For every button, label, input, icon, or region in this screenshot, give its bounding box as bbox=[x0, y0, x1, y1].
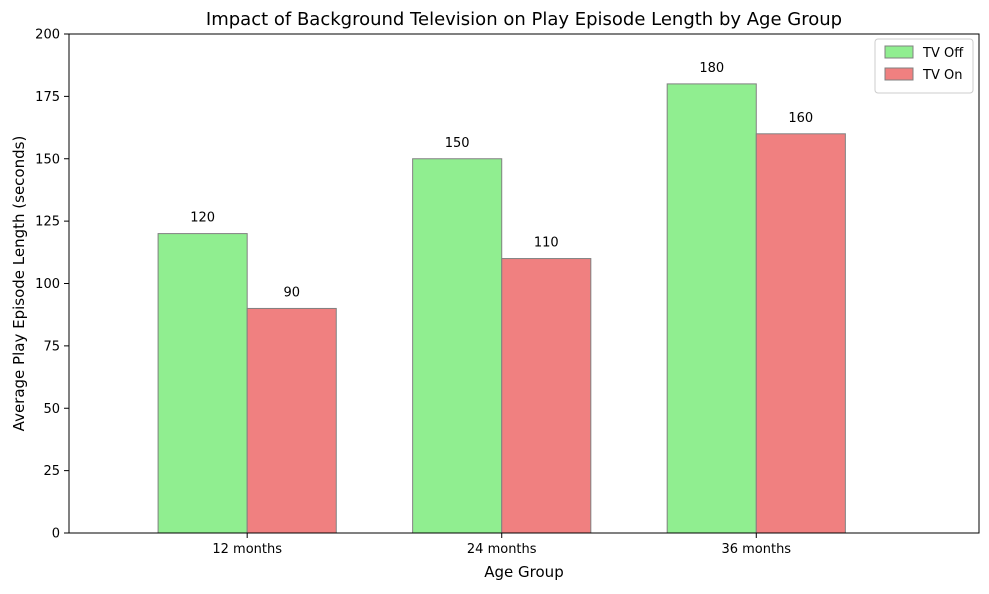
bar-tv-on bbox=[501, 258, 592, 534]
legend-label: TV Off bbox=[922, 46, 964, 61]
plot-area-frame bbox=[68, 33, 980, 534]
x-axis: 12 months 24 months 36 months bbox=[212, 533, 791, 557]
bar-value-label: 120 bbox=[190, 211, 215, 226]
bar-tv-off bbox=[666, 83, 757, 534]
bar-tv-on bbox=[755, 133, 846, 534]
x-tick-label: 36 months bbox=[721, 542, 791, 557]
legend-swatch bbox=[884, 45, 914, 59]
legend-swatch bbox=[884, 67, 914, 81]
y-tick-label: 175 bbox=[35, 90, 60, 105]
x-tick-label: 12 months bbox=[212, 542, 282, 557]
bars-group bbox=[157, 83, 846, 534]
y-tick-label: 75 bbox=[43, 339, 60, 354]
y-tick-label: 125 bbox=[35, 215, 60, 230]
bar-value-label: 160 bbox=[788, 111, 813, 126]
bar-value-label: 90 bbox=[283, 285, 300, 300]
y-tick-label: 25 bbox=[43, 464, 60, 479]
bar-tv-off bbox=[412, 158, 503, 534]
y-tick-label: 100 bbox=[35, 277, 60, 292]
x-axis-label: Age Group bbox=[484, 563, 563, 581]
y-tick-label: 50 bbox=[43, 402, 60, 417]
y-tick-label: 200 bbox=[35, 28, 60, 43]
chart-title: Impact of Background Television on Play … bbox=[206, 9, 842, 30]
bar-tv-off bbox=[157, 233, 248, 534]
y-tick-label: 0 bbox=[52, 527, 60, 542]
legend: TV Off TV On bbox=[874, 38, 974, 94]
bar-value-label: 180 bbox=[699, 61, 724, 76]
data-labels-group: 120 150 180 90 110 160 bbox=[190, 61, 813, 301]
bar-value-label: 110 bbox=[534, 236, 559, 251]
y-axis: 0 25 50 75 100 125 150 175 200 bbox=[35, 28, 69, 542]
legend-label: TV On bbox=[922, 68, 962, 83]
bar-tv-on bbox=[246, 307, 337, 534]
bar-value-label: 150 bbox=[445, 136, 470, 151]
y-axis-label: Average Play Episode Length (seconds) bbox=[10, 136, 28, 432]
x-tick-label: 24 months bbox=[467, 542, 537, 557]
y-tick-label: 150 bbox=[35, 152, 60, 167]
